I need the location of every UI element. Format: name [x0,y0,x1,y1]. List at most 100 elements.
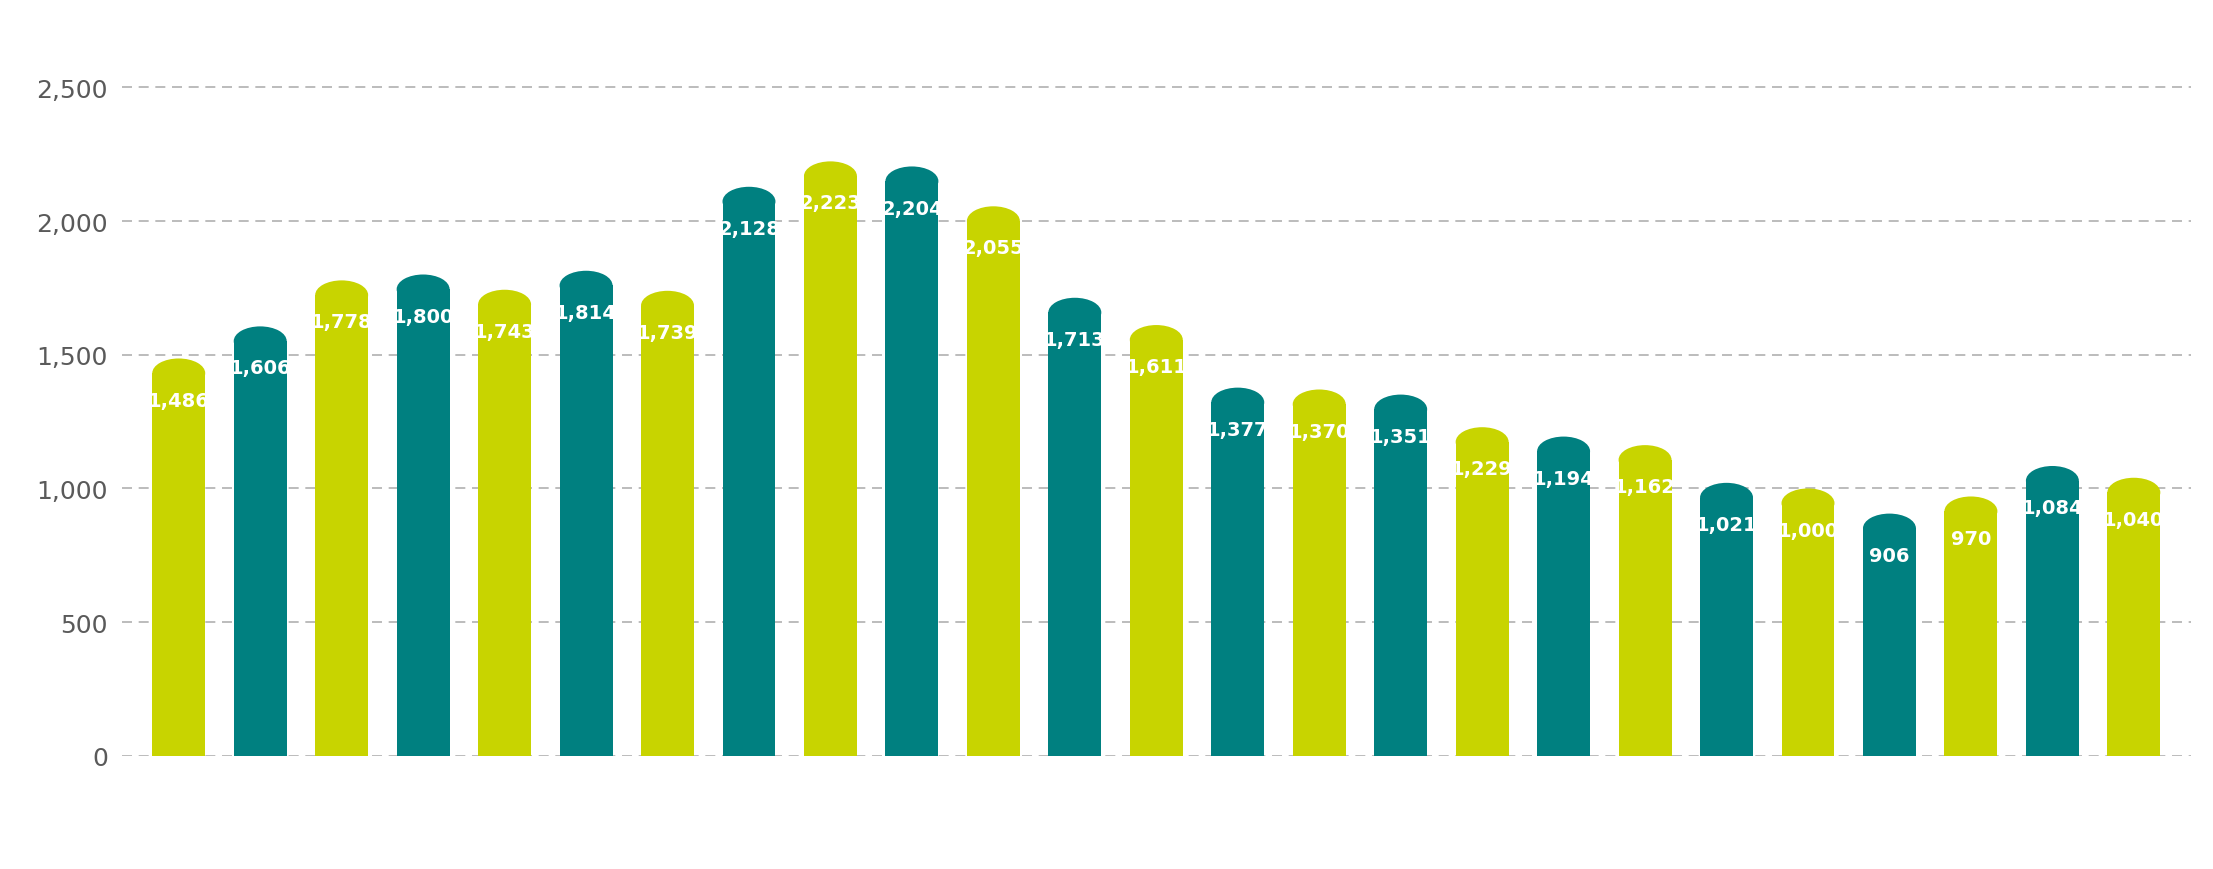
Ellipse shape [721,188,775,217]
Text: 11/21: 11/21 [398,804,449,821]
Text: 08/22: 08/22 [1131,804,1182,821]
Bar [1700,498,1753,756]
Bar [1538,452,1591,756]
Bar [1049,313,1102,756]
Bar [396,290,449,756]
Text: 12/21: 12/21 [478,804,531,821]
Ellipse shape [560,271,613,301]
Text: 07/22: 07/22 [1049,804,1100,821]
Text: 1,739: 1,739 [637,323,699,342]
Text: 02/22: 02/22 [642,804,693,821]
Ellipse shape [1211,388,1264,418]
Text: 03/23: 03/23 [1700,804,1753,821]
Bar [1292,405,1346,756]
Bar [721,202,775,756]
Ellipse shape [803,163,856,191]
Text: 1,778: 1,778 [310,313,372,332]
Text: 2,055: 2,055 [963,239,1025,258]
Text: 1,743: 1,743 [474,322,536,342]
Text: 05/23: 05/23 [1863,804,1916,821]
Text: 1,606: 1,606 [230,359,292,378]
Text: 1,713: 1,713 [1045,330,1106,349]
Bar [153,374,206,756]
Text: 1,377: 1,377 [1206,421,1268,439]
Text: 1,814: 1,814 [555,303,617,322]
Bar [803,177,856,756]
Ellipse shape [1374,395,1427,425]
Ellipse shape [1863,514,1916,543]
Ellipse shape [1945,497,1998,527]
Text: 04/23: 04/23 [1781,804,1835,821]
Bar [1456,442,1509,756]
Text: 07/23: 07/23 [2027,804,2078,821]
Text: 1,370: 1,370 [1288,422,1350,441]
Ellipse shape [1131,326,1182,355]
Text: 1,000: 1,000 [1777,521,1839,540]
Text: 06/22: 06/22 [967,804,1020,821]
Ellipse shape [1781,489,1835,518]
Text: 2,128: 2,128 [717,220,779,239]
Text: 08/23: 08/23 [2109,804,2160,821]
Text: 04/23: 04/23 [806,804,856,821]
Text: 1,084: 1,084 [2020,499,2082,517]
Ellipse shape [1700,483,1753,513]
Ellipse shape [2107,478,2160,507]
Ellipse shape [1618,446,1671,475]
Text: 10/22: 10/22 [1292,804,1346,821]
Text: 05/22: 05/22 [885,804,938,821]
Bar [1945,512,1998,756]
Bar [478,305,531,756]
Bar [235,342,288,756]
Bar [314,295,367,756]
Text: 09/21: 09/21 [235,804,285,821]
Bar [642,306,695,756]
Ellipse shape [1292,390,1346,420]
Ellipse shape [885,167,938,196]
Text: 2,223: 2,223 [799,195,861,213]
Text: 2,204: 2,204 [881,199,943,218]
Text: 10/21: 10/21 [316,804,367,821]
Ellipse shape [396,275,449,304]
Text: 12/22: 12/22 [1456,804,1507,821]
Ellipse shape [642,291,695,321]
Text: 1,021: 1,021 [1695,515,1757,534]
Ellipse shape [1538,437,1591,467]
Bar [1211,403,1264,756]
Bar [2107,493,2160,756]
Ellipse shape [235,327,288,356]
Bar [1863,528,1916,756]
Text: 1,194: 1,194 [1534,469,1596,488]
Text: 970: 970 [1950,529,1992,548]
Text: 1,229: 1,229 [1452,460,1514,479]
Bar [885,182,938,756]
Text: 1,162: 1,162 [1613,478,1675,497]
Bar [2025,481,2078,756]
Text: 906: 906 [1870,546,1910,565]
Text: 1,486: 1,486 [148,391,210,410]
Bar [1781,504,1835,756]
Bar [1374,410,1427,756]
Text: 09/22: 09/22 [1213,804,1264,821]
Bar [1618,461,1671,756]
Text: 1,800: 1,800 [392,308,454,326]
Ellipse shape [478,290,531,320]
Text: 06/23: 06/23 [1945,804,1996,821]
Bar [1131,341,1182,756]
Ellipse shape [2025,467,2078,496]
Text: 1,040: 1,040 [2102,510,2164,529]
Ellipse shape [1049,298,1102,328]
Text: 01/21: 01/21 [560,804,611,821]
Ellipse shape [153,359,206,388]
Text: 02/23: 02/23 [1620,804,1671,821]
Text: 08/21: 08/21 [153,804,204,821]
Text: 1,351: 1,351 [1370,428,1432,446]
Ellipse shape [314,281,367,310]
Text: 1,611: 1,611 [1126,358,1186,376]
Bar [967,222,1020,756]
Ellipse shape [967,207,1020,236]
Bar [560,286,613,756]
Ellipse shape [1456,428,1509,457]
Text: 03/22: 03/22 [724,804,775,821]
Text: 11/22: 11/22 [1374,804,1427,821]
Text: 01/22: 01/22 [1538,804,1589,821]
